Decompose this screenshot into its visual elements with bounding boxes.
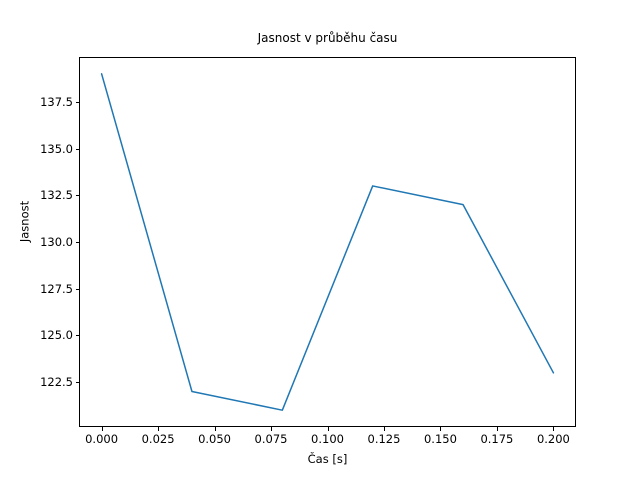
x-tick-mark: [553, 427, 555, 431]
x-tick-mark: [158, 427, 160, 431]
x-tick-label: 0.125: [367, 432, 401, 446]
x-tick-mark: [101, 427, 103, 431]
y-tick-mark: [75, 288, 79, 290]
y-tick-mark: [75, 148, 79, 150]
y-tick-mark: [75, 242, 79, 243]
x-tick-mark: [214, 427, 216, 431]
y-tick-label: 137.5: [40, 94, 73, 109]
x-axis-label: Čas [s]: [307, 452, 348, 466]
y-tick-label: 127.5: [40, 281, 73, 296]
x-tick-mark: [496, 427, 498, 431]
chart-title: Jasnost v průběhu času: [257, 31, 398, 45]
x-tick-label: 0.025: [141, 432, 175, 446]
y-tick-mark: [75, 382, 79, 384]
y-tick-mark: [75, 195, 79, 197]
data-series-line: [100, 73, 555, 411]
y-tick-label: 132.5: [40, 188, 73, 203]
x-tick-label: 0.050: [198, 432, 231, 446]
y-axis-label: Jasnost: [17, 200, 32, 243]
x-tick-mark: [271, 427, 273, 431]
x-tick-label: 0.100: [311, 432, 344, 446]
x-tick-label: 0.075: [254, 432, 288, 446]
y-tick-label: 122.5: [40, 375, 73, 390]
x-tick-mark: [327, 427, 329, 431]
y-tick-label: 125.0: [40, 328, 73, 343]
x-tick-mark: [383, 427, 385, 431]
y-tick-mark: [75, 335, 79, 337]
x-tick-label: 0.175: [480, 432, 514, 446]
line-plot-area: [100, 73, 555, 411]
x-tick-mark: [440, 427, 442, 431]
plot-axes-frame: [79, 57, 576, 427]
y-tick-label: 130.0: [40, 235, 73, 249]
x-tick-label: 0.150: [423, 432, 457, 446]
y-tick-label: 135.0: [40, 141, 73, 156]
x-tick-label: 0.200: [536, 432, 570, 446]
x-tick-label: 0.000: [85, 432, 119, 446]
y-tick-mark: [75, 101, 79, 103]
